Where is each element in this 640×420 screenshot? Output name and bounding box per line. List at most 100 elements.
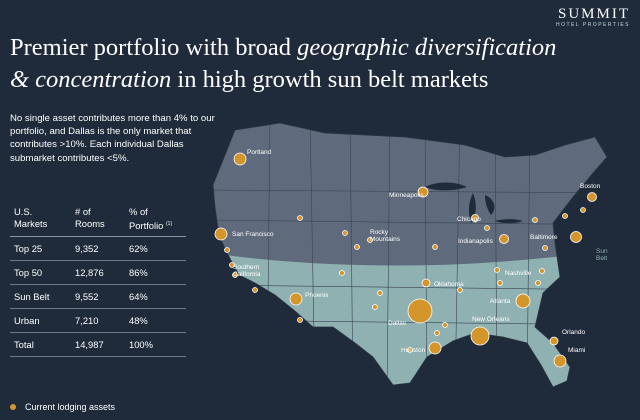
asset-marker-nashville <box>494 267 500 273</box>
map-coastline <box>212 122 608 388</box>
sun-belt-label: Sun Belt <box>596 248 609 262</box>
asset-marker-small <box>432 244 438 250</box>
rocky-line-2: Mountains <box>370 236 401 243</box>
cell-pct: 86% <box>129 267 148 279</box>
asset-marker-chicago <box>471 214 479 222</box>
cell-pct: 64% <box>129 291 148 303</box>
city-label-oklahoma: Oklahoma <box>434 281 464 288</box>
city-label-chicago: Chicago <box>457 216 481 223</box>
asset-marker-san-francisco <box>214 227 228 241</box>
cell-rooms: 9,552 <box>75 291 99 303</box>
asset-marker-small <box>442 322 448 328</box>
page-title: Premier portfolio with broad geographic … <box>10 32 610 96</box>
asset-marker-orlando <box>549 336 559 346</box>
cell-rooms: 12,876 <box>75 267 104 279</box>
sun-belt-line-2: Belt <box>596 255 607 262</box>
asset-marker-small <box>562 213 568 219</box>
cell-pct: 100% <box>129 339 153 351</box>
cell-market: Sun Belt <box>14 291 50 303</box>
map-legend: Current lodging assets <box>10 402 115 412</box>
asset-marker-small <box>252 287 258 293</box>
state-border <box>213 189 607 194</box>
rocky-line-1: Rocky <box>370 229 389 236</box>
intro-paragraph: No single asset contributes more than 4%… <box>10 113 215 164</box>
asset-marker-small <box>532 217 538 223</box>
markets-table: U.S. Markets # of Rooms % of Portfolio (… <box>10 206 186 358</box>
asset-marker-baltimore <box>570 231 582 243</box>
cell-market: Top 25 <box>14 243 43 255</box>
header-portfolio-line1: % of <box>129 206 148 217</box>
asset-marker-small <box>342 230 348 236</box>
asset-marker-small <box>372 304 378 310</box>
table-row: Top 25 9,352 62% <box>10 237 186 262</box>
socal-line-2: California <box>233 271 261 278</box>
table-row: Total 14,987 100% <box>10 333 186 358</box>
header-portfolio-line2: Portfolio <box>129 220 164 232</box>
asset-marker-small <box>339 270 345 276</box>
city-label-houston: Houston <box>401 347 426 354</box>
header-rooms-line2: Rooms <box>75 218 105 229</box>
cell-market: Top 50 <box>14 267 43 279</box>
city-label-portland: Portland <box>247 149 272 156</box>
asset-marker-dallas <box>407 298 433 324</box>
cell-market: Total <box>14 339 34 351</box>
asset-marker-southern-california <box>229 262 235 268</box>
cell-market: Urban <box>14 315 40 327</box>
city-label-nashville: Nashville <box>505 270 532 277</box>
legend-label: Current lodging assets <box>25 402 116 412</box>
header-portfolio: % of Portfolio (1) <box>129 206 186 232</box>
asset-marker-minneapolis <box>417 186 429 198</box>
city-label-miami: Miami <box>568 347 585 354</box>
header-markets-line2: Markets <box>14 218 48 229</box>
asset-marker-houston <box>428 341 442 355</box>
header-markets-line1: U.S. <box>14 206 33 217</box>
sun-belt-line-1: Sun <box>596 248 608 255</box>
city-label-orlando: Orlando <box>562 329 586 336</box>
cell-pct: 48% <box>129 315 148 327</box>
city-label-boston: Boston <box>580 183 601 190</box>
city-label-dallas: Dallas <box>388 320 407 327</box>
city-label-rocky-mountains: Rocky Mountains <box>370 229 401 243</box>
city-label-minneapolis: Minneapolis <box>389 192 424 199</box>
great-lakes <box>425 182 523 224</box>
asset-marker-small <box>232 272 238 278</box>
cell-pct: 62% <box>129 243 148 255</box>
asset-marker-small <box>407 347 413 353</box>
lake-erie <box>495 219 523 224</box>
city-label-san-francisco: San Francisco <box>232 231 274 238</box>
asset-marker-small <box>297 215 303 221</box>
header-footnote: (1) <box>166 221 173 227</box>
logo-wordmark: SUMMIT <box>557 6 630 22</box>
title-italic-1: geographic diversification <box>297 34 557 61</box>
cell-rooms: 14,987 <box>75 339 104 351</box>
asset-marker-small <box>497 280 503 286</box>
lake-superior <box>425 182 467 191</box>
asset-marker-portland <box>233 152 247 166</box>
asset-marker-phoenix <box>289 292 303 306</box>
asset-marker-oklahoma <box>421 278 431 288</box>
city-label-phoenix: Phoenix <box>305 292 329 299</box>
asset-marker-new-orleans <box>470 326 490 346</box>
asset-marker-small <box>457 287 463 293</box>
asset-marker-boston <box>587 192 597 202</box>
logo-tagline: HOTEL PROPERTIES <box>555 22 630 28</box>
asset-marker-small <box>580 207 586 213</box>
asset-marker-atlanta <box>515 293 531 309</box>
title-italic-2: & concentration <box>10 66 172 93</box>
asset-marker-small <box>224 247 230 253</box>
title-text-1: Premier portfolio with broad <box>10 34 298 61</box>
header-rooms-line1: # of <box>75 206 91 217</box>
asset-marker-small <box>434 330 440 336</box>
socal-line-1: Southern <box>233 264 260 271</box>
title-text-2: in high growth sun belt markets <box>171 66 489 93</box>
us-portfolio-map: Portland Minneapolis Boston Chicago San … <box>212 122 609 388</box>
asset-marker-small <box>354 244 360 250</box>
city-label-baltimore: Baltimore <box>530 234 558 241</box>
state-border <box>386 123 391 387</box>
city-label-atlanta: Atlanta <box>490 298 511 305</box>
asset-marker-small <box>484 225 490 231</box>
table-row: Sun Belt 9,552 64% <box>10 285 186 310</box>
asset-marker-small <box>297 317 303 323</box>
asset-marker-indianapolis <box>499 234 509 244</box>
asset-marker-small <box>535 280 541 286</box>
